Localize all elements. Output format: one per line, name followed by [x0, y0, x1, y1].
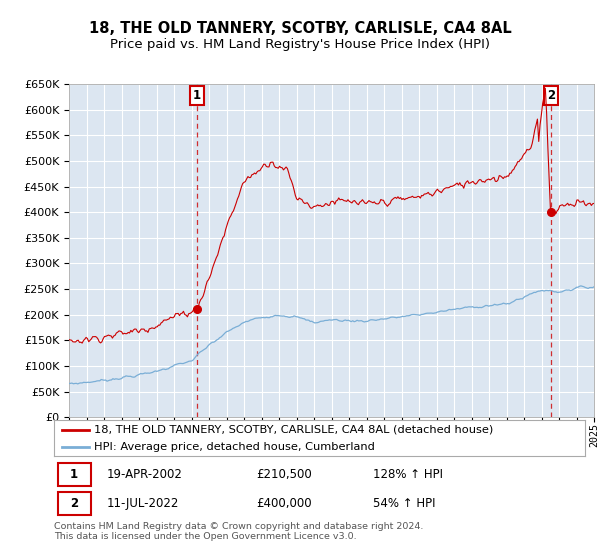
Text: 18, THE OLD TANNERY, SCOTBY, CARLISLE, CA4 8AL (detached house): 18, THE OLD TANNERY, SCOTBY, CARLISLE, C…: [94, 425, 493, 435]
Text: 54% ↑ HPI: 54% ↑ HPI: [373, 497, 435, 510]
Text: 1: 1: [70, 468, 78, 481]
Text: 11-JUL-2022: 11-JUL-2022: [107, 497, 179, 510]
Text: 19-APR-2002: 19-APR-2002: [107, 468, 183, 481]
FancyBboxPatch shape: [58, 463, 91, 486]
Text: HPI: Average price, detached house, Cumberland: HPI: Average price, detached house, Cumb…: [94, 442, 374, 452]
Text: Price paid vs. HM Land Registry's House Price Index (HPI): Price paid vs. HM Land Registry's House …: [110, 38, 490, 50]
Text: 1: 1: [193, 89, 200, 102]
Text: 2: 2: [70, 497, 78, 510]
Text: Contains HM Land Registry data © Crown copyright and database right 2024.
This d: Contains HM Land Registry data © Crown c…: [54, 522, 424, 542]
Text: £210,500: £210,500: [256, 468, 311, 481]
Text: 2: 2: [547, 89, 555, 102]
Text: £400,000: £400,000: [256, 497, 311, 510]
FancyBboxPatch shape: [58, 492, 91, 515]
Text: 18, THE OLD TANNERY, SCOTBY, CARLISLE, CA4 8AL: 18, THE OLD TANNERY, SCOTBY, CARLISLE, C…: [89, 21, 511, 36]
Text: 128% ↑ HPI: 128% ↑ HPI: [373, 468, 443, 481]
